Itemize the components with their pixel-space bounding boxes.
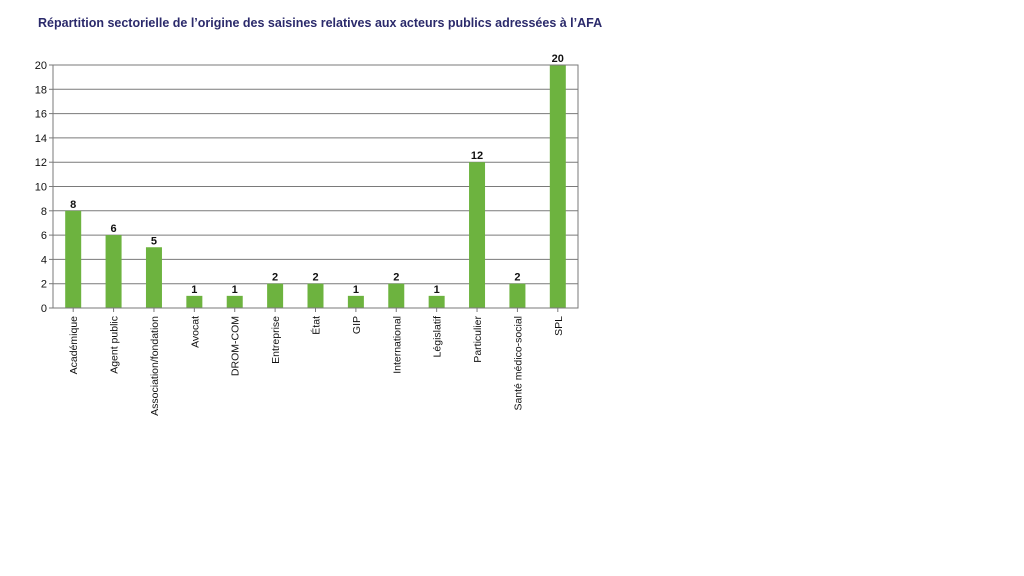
y-tick-label: 16: [35, 109, 47, 121]
x-category-label: DROM-COM: [230, 316, 242, 376]
data-label: 8: [70, 199, 76, 211]
data-label: 1: [434, 284, 440, 296]
x-axis-labels: Académique Agent public Association/fondat…: [68, 308, 565, 416]
y-tick-label: 14: [35, 133, 47, 145]
x-category-label: Association/fondation: [149, 316, 161, 416]
bar: [105, 235, 122, 308]
x-category-label: État: [310, 316, 323, 335]
x-category-label: SPL: [553, 316, 565, 336]
y-tick-label: 18: [35, 84, 47, 96]
y-tick-label: 12: [35, 157, 47, 169]
data-label: 1: [353, 284, 359, 296]
y-tick-label: 6: [41, 230, 47, 242]
data-label: 2: [272, 272, 278, 284]
data-label: 5: [151, 235, 157, 247]
data-label: 1: [232, 284, 238, 296]
data-label: 2: [393, 272, 399, 284]
bar: [65, 210, 82, 308]
bar: [509, 283, 526, 308]
x-category-label: Entreprise: [270, 316, 282, 364]
data-label: 1: [191, 284, 197, 296]
x-category-label: International: [391, 316, 403, 374]
bar: [347, 295, 364, 308]
plot-frame: [52, 64, 579, 309]
x-category-label: Particulier: [472, 316, 484, 363]
bar: [549, 65, 566, 308]
bar: [145, 247, 162, 308]
bar: [226, 295, 243, 308]
bar: [388, 283, 405, 308]
x-category-label: GIP: [351, 316, 363, 334]
data-label: 2: [312, 272, 318, 284]
y-tick-label: 20: [35, 60, 47, 72]
x-category-label: Académique: [68, 316, 80, 375]
y-axis-ticks: 0 2 4 6 8 10 12 14 16 18 20: [35, 60, 53, 315]
chart-title: Répartition sectorielle de l’origine des…: [38, 16, 603, 30]
bar: [469, 162, 486, 308]
y-tick-label: 10: [35, 182, 47, 194]
x-category-label: Avocat: [189, 316, 201, 348]
bar: [428, 295, 445, 308]
x-category-label: Agent public: [109, 316, 121, 374]
y-tick-label: 0: [41, 303, 47, 315]
data-label: 2: [514, 272, 520, 284]
bars: [65, 65, 566, 308]
y-tick-label: 8: [41, 206, 47, 218]
y-tick-label: 2: [41, 279, 47, 291]
y-tick-label: 4: [41, 254, 47, 266]
bar: [267, 283, 284, 308]
data-label: 6: [111, 223, 117, 235]
bar: [307, 283, 324, 308]
bar: [186, 295, 203, 308]
x-category-label: Santé médico-social: [512, 316, 524, 411]
x-category-label: Législatif: [432, 316, 444, 358]
data-label: 20: [552, 53, 564, 65]
data-label: 12: [471, 150, 483, 162]
